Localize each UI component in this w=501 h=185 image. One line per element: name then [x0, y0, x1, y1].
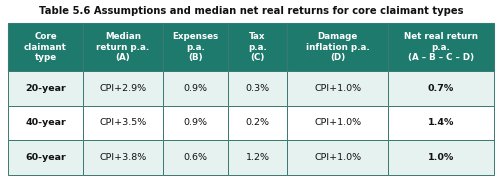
Text: 40-year: 40-year	[25, 119, 66, 127]
Bar	[163, 140, 227, 175]
Bar	[387, 140, 493, 175]
Bar	[227, 106, 287, 140]
Text: Damage
inflation p.a.
(D): Damage inflation p.a. (D)	[305, 32, 369, 62]
Text: Tax
p.a.
(C): Tax p.a. (C)	[247, 32, 267, 62]
Text: CPI+3.8%: CPI+3.8%	[99, 153, 146, 162]
Text: CPI+1.0%: CPI+1.0%	[314, 84, 360, 93]
Bar	[8, 106, 83, 140]
Text: Core
claimant
type: Core claimant type	[24, 32, 67, 62]
Text: 0.9%: 0.9%	[183, 119, 207, 127]
Bar	[387, 106, 493, 140]
Bar	[83, 71, 163, 106]
Text: 60-year: 60-year	[25, 153, 66, 162]
Text: CPI+1.0%: CPI+1.0%	[314, 153, 360, 162]
Bar	[163, 106, 227, 140]
Bar	[8, 140, 83, 175]
Text: CPI+3.5%: CPI+3.5%	[99, 119, 146, 127]
Text: CPI+2.9%: CPI+2.9%	[99, 84, 146, 93]
Text: 0.6%: 0.6%	[183, 153, 207, 162]
Bar	[83, 23, 163, 71]
Text: 0.3%: 0.3%	[245, 84, 269, 93]
Bar	[387, 71, 493, 106]
Text: 1.2%: 1.2%	[245, 153, 269, 162]
Text: Table 5.6 Assumptions and median net real returns for core claimant types: Table 5.6 Assumptions and median net rea…	[39, 6, 462, 16]
Text: Expenses
p.a.
(B): Expenses p.a. (B)	[172, 32, 218, 62]
Bar	[287, 140, 387, 175]
Bar	[227, 140, 287, 175]
Bar	[227, 23, 287, 71]
Text: 0.7%: 0.7%	[427, 84, 453, 93]
Text: CPI+1.0%: CPI+1.0%	[314, 119, 360, 127]
Bar	[163, 23, 227, 71]
Bar	[287, 71, 387, 106]
Bar	[287, 106, 387, 140]
Bar	[287, 23, 387, 71]
Bar	[83, 106, 163, 140]
Bar	[83, 140, 163, 175]
Text: 20-year: 20-year	[25, 84, 66, 93]
Text: Median
return p.a.
(A): Median return p.a. (A)	[96, 32, 149, 62]
Text: 1.0%: 1.0%	[427, 153, 453, 162]
Bar	[8, 71, 83, 106]
Text: 0.2%: 0.2%	[245, 119, 269, 127]
Text: 1.4%: 1.4%	[427, 119, 453, 127]
Bar	[387, 23, 493, 71]
Text: Net real return
p.a.
(A – B – C – D): Net real return p.a. (A – B – C – D)	[403, 32, 477, 62]
Bar	[163, 71, 227, 106]
Text: 0.9%: 0.9%	[183, 84, 207, 93]
Bar	[8, 23, 83, 71]
Bar	[227, 71, 287, 106]
